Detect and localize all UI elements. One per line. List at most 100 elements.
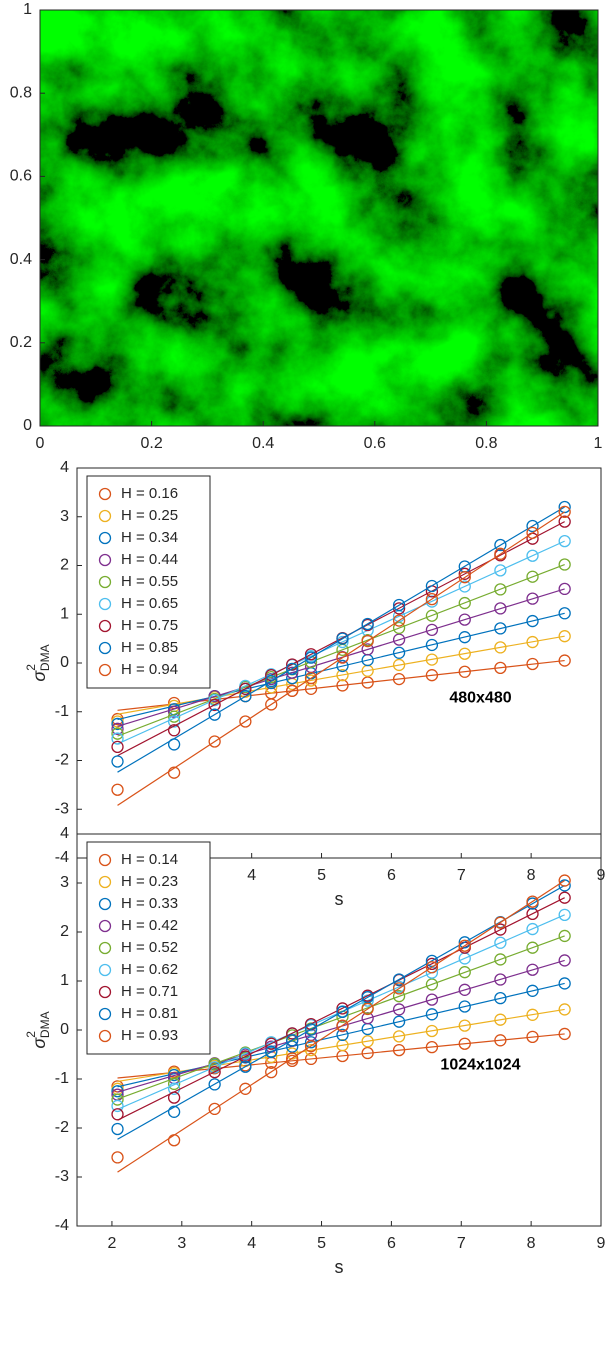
data-point: [286, 658, 299, 671]
data-point: [558, 607, 571, 620]
data-point: [111, 1122, 124, 1136]
data-point: [526, 614, 539, 628]
x-tick-label: 4: [247, 1235, 256, 1252]
legend-marker: [98, 897, 112, 911]
data-point: [494, 953, 507, 966]
data-point: [361, 991, 374, 1004]
data-point: [558, 879, 571, 892]
data-point: [494, 538, 507, 552]
data-point: [208, 1065, 221, 1079]
data-point: [208, 693, 221, 707]
data-point: [167, 1105, 181, 1118]
data-point: [239, 1050, 252, 1063]
data-point: [526, 941, 539, 954]
data-point: [558, 515, 571, 528]
y-axis-label: σ2DMA: [24, 1011, 52, 1048]
data-point: [458, 1037, 471, 1050]
data-point: [494, 583, 507, 596]
x-tick-label: 8: [527, 867, 536, 884]
data-point: [494, 1034, 507, 1047]
x-tick-label: 5: [317, 1235, 326, 1252]
y-tick-label: -3: [55, 1168, 69, 1185]
legend-marker: [98, 597, 112, 611]
data-point: [304, 1040, 318, 1053]
data-point: [239, 1060, 252, 1073]
data-point: [239, 682, 252, 695]
data-point: [526, 984, 539, 997]
legend-marker: [98, 553, 112, 567]
data-point: [286, 662, 299, 675]
data-point: [361, 1012, 374, 1025]
y-tick-label: -4: [55, 1217, 69, 1234]
data-point: [558, 505, 571, 519]
data-point: [208, 708, 221, 721]
axes-frame: [39, 9, 599, 427]
data-point: [111, 1085, 124, 1098]
legend-label: H = 0.23: [121, 873, 178, 890]
data-point: [526, 592, 539, 605]
data-point: [425, 579, 439, 593]
data-point: [392, 1015, 406, 1028]
data-point: [558, 954, 571, 967]
data-point: [526, 895, 539, 908]
x-tick-label: 7: [457, 867, 466, 884]
y-tick-label: 2: [60, 557, 69, 574]
data-point: [265, 1065, 278, 1079]
data-point: [167, 1068, 181, 1082]
y-tick-label: 1: [60, 972, 69, 989]
data-point: [111, 722, 124, 735]
fit-line: [117, 982, 565, 1088]
data-point: [558, 908, 571, 921]
data-point: [208, 698, 221, 712]
data-point: [286, 1052, 299, 1065]
y-tick-label: 0: [60, 1021, 69, 1038]
data-point: [494, 923, 507, 936]
y-tick-label: 0: [23, 417, 32, 434]
data-point: [494, 916, 507, 929]
x-tick-label: 5: [317, 867, 326, 884]
fit-line: [117, 588, 565, 727]
legend-label: H = 0.75: [121, 617, 178, 634]
data-point: [558, 977, 571, 990]
data-point: [392, 1030, 406, 1043]
data-point: [208, 1078, 221, 1091]
y-tick-label: 4: [60, 459, 69, 476]
data-point: [336, 679, 349, 692]
y-tick-label: 0.8: [10, 84, 32, 101]
legend-label: H = 0.71: [121, 983, 178, 1000]
y-tick-label: 4: [60, 825, 69, 842]
legend-label: H = 0.34: [121, 529, 178, 546]
legend-marker: [98, 941, 112, 955]
data-point: [392, 973, 406, 986]
y-tick-label: 1: [23, 1, 32, 18]
panel: H = 0.16 H = 0.25 H = 0.34 H = 0.44 H = 0.55…: [24, 459, 605, 909]
data-point: [286, 1047, 299, 1060]
data-point: [425, 609, 439, 622]
data-point: [458, 1019, 471, 1032]
data-point: [425, 623, 439, 636]
y-tick-label: 3: [60, 508, 69, 525]
data-point: [304, 1023, 318, 1036]
data-point: [526, 922, 539, 936]
y-label-sub: DMA: [38, 1011, 52, 1038]
data-point: [167, 1077, 181, 1091]
data-point: [526, 907, 539, 921]
fit-line: [117, 612, 565, 721]
fit-line: [117, 884, 565, 1140]
data-point: [167, 724, 181, 737]
data-point: [558, 630, 571, 643]
data-point: [392, 1043, 406, 1057]
y-label-sup: 2: [24, 664, 38, 671]
data-point: [304, 1052, 318, 1066]
data-point: [111, 1093, 124, 1106]
legend-label: H = 0.44: [121, 551, 178, 568]
y-label-sub: DMA: [38, 644, 52, 671]
data-point: [361, 676, 374, 689]
data-point: [425, 669, 439, 682]
data-point: [167, 710, 181, 723]
legend: H = 0.14 H = 0.23 H = 0.33 H = 0.42 H = 0.52…: [86, 841, 211, 1055]
legend-marker: [98, 641, 112, 655]
x-tick-label: 6: [387, 867, 396, 884]
x-tick-label: 6: [387, 1235, 396, 1252]
legend-marker: [98, 487, 112, 501]
